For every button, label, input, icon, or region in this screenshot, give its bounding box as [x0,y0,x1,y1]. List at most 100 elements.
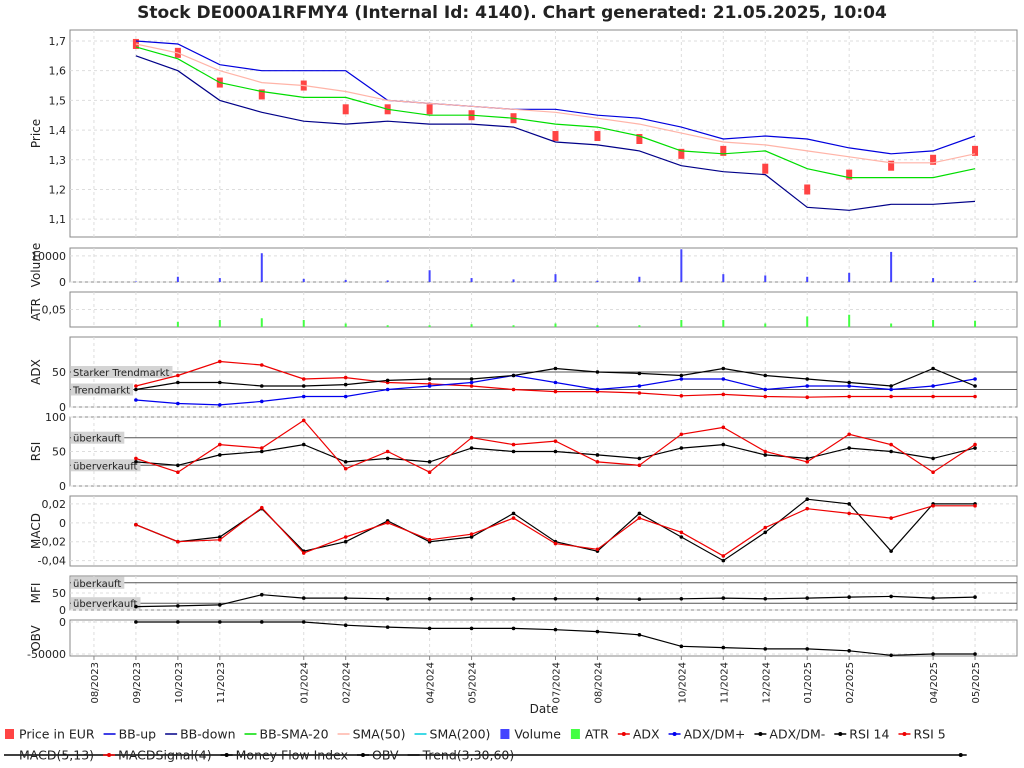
legend-item: SMA(50) [337,727,406,742]
series-marker [134,384,138,388]
series-marker [805,460,810,464]
series-marker [427,384,432,388]
reference-label-bg [71,597,141,610]
series-marker [763,387,768,392]
legend-swatch [5,729,14,739]
series-marker [889,516,893,520]
y-tick-label: 0 [59,401,66,414]
series-marker [385,378,390,383]
series-marker [889,594,893,599]
x-tick-label: 10/2024 [677,662,688,704]
bar [638,276,641,282]
series-marker [385,449,390,454]
y-tick-label: 1,2 [49,183,67,196]
legend-marker [224,753,229,757]
series-marker [931,366,935,371]
series-marker [679,432,684,437]
bar [932,278,935,282]
series-marker [847,384,851,388]
price-candle [804,184,811,195]
y-tick-label: 0,05 [42,304,67,317]
legend-label: ADX/DM+ [684,727,746,742]
series-marker [931,470,935,475]
series-marker [511,596,516,601]
series-marker [679,596,684,601]
series-marker [889,549,893,553]
series-marker [805,497,810,502]
series-marker [511,442,516,447]
legend-item: OBV [356,748,399,763]
series-marker [427,596,432,601]
series-marker [343,375,348,380]
series-marker [763,525,768,530]
series-marker [343,535,348,539]
series-marker [343,623,348,627]
series-marker [469,380,474,385]
y-axis-label: MACD [29,513,43,549]
x-tick-label: 01/2025 [803,662,814,704]
x-tick-label: 11/2023 [216,662,227,704]
price-candle [342,104,349,115]
legend-label: Money Flow Index [236,748,348,763]
legend-marker [672,732,677,736]
series-marker [134,460,138,464]
legend-marker [838,732,843,736]
bar [722,320,725,327]
series-marker [259,399,264,404]
x-tick-label: 05/2024 [468,662,479,704]
series-marker [931,652,935,656]
series-marker [763,453,768,457]
series-marker [176,380,180,385]
y-tick-label: 50 [52,446,66,459]
bar [176,321,179,327]
legend-label: SMA(50) [353,727,406,742]
series-marker [343,596,348,600]
series-marker [176,463,180,468]
bar [260,318,263,327]
series-marker [595,547,600,552]
legend-label: MACDSignal(4) [118,748,212,763]
reference-label-bg [71,431,125,444]
x-tick-label: 08/2024 [593,662,604,704]
series-marker [973,446,977,450]
y-tick-label: 1,1 [49,213,67,226]
series-line [135,55,976,211]
series-marker [511,449,516,454]
series-marker [301,551,306,555]
series-marker [218,453,222,457]
series-marker [134,398,138,402]
y-tick-label: 100 [45,411,66,424]
series-marker [637,456,642,461]
reference-label: Starker Trendmarkt [73,368,170,379]
series-marker [343,539,348,544]
x-tick-label: 02/2024 [342,662,353,704]
y-axis-label: ATR [29,298,43,321]
price-candle [426,104,433,115]
series-marker [385,456,390,461]
bar [848,272,851,282]
series-marker [176,373,180,378]
x-tick-label: 12/2024 [761,662,772,704]
series-marker [679,535,684,539]
series-marker [889,394,893,399]
bar [848,314,851,327]
bar [218,278,221,282]
series-marker [385,521,390,525]
legend-item: BB-down [165,727,236,742]
series-marker [595,453,600,457]
bar [932,320,935,327]
series-marker [385,596,390,601]
legend-label: RSI 5 [913,727,945,742]
bar [806,316,809,327]
series-marker [427,538,432,542]
series-marker [973,652,977,656]
bar [596,325,599,327]
y-axis-label: Volume [29,243,43,288]
y-axis-label: OBV [29,624,43,650]
series-marker [973,377,977,381]
legend-item: Price in EUR [5,727,95,742]
series-marker [176,539,180,544]
series-marker [301,620,306,624]
y-axis-label: RSI [29,442,43,462]
bar [176,276,179,282]
